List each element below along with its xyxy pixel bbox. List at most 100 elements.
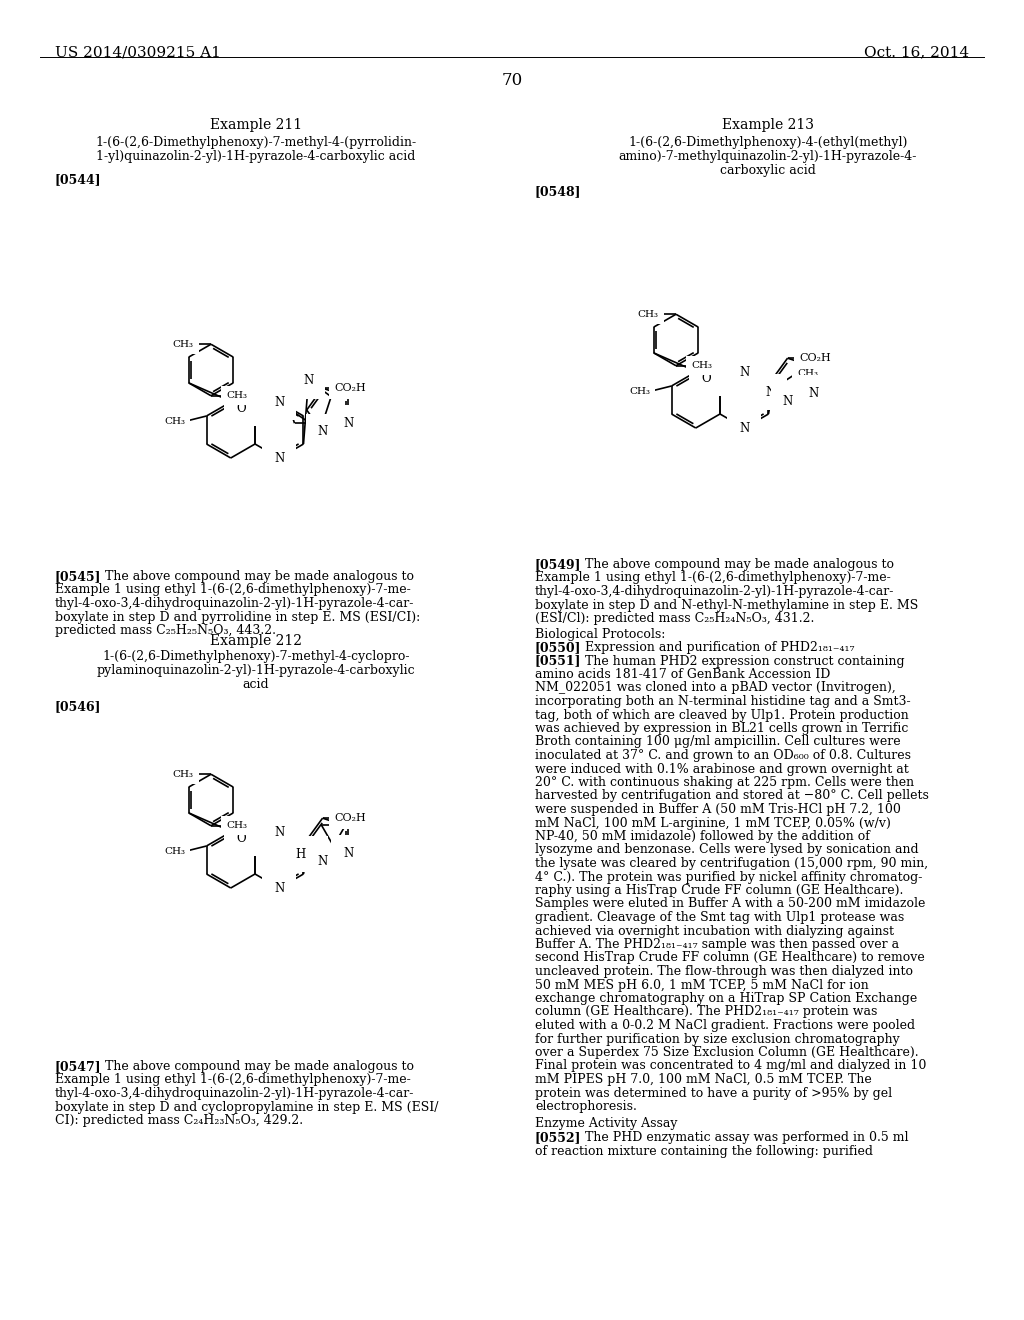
Text: Enzyme Activity Assay: Enzyme Activity Assay bbox=[535, 1118, 678, 1130]
Text: N: N bbox=[343, 417, 353, 430]
Text: Oct. 16, 2014: Oct. 16, 2014 bbox=[864, 45, 969, 59]
Text: mM NaCl, 100 mM L-arginine, 1 mM TCEP, 0.05% (w/v): mM NaCl, 100 mM L-arginine, 1 mM TCEP, 0… bbox=[535, 817, 891, 829]
Text: [0552]: [0552] bbox=[535, 1131, 582, 1144]
Text: The above compound may be made analogous to: The above compound may be made analogous… bbox=[573, 558, 894, 572]
Text: achieved via overnight incubation with dialyzing against: achieved via overnight incubation with d… bbox=[535, 924, 894, 937]
Text: [0549]: [0549] bbox=[535, 558, 582, 572]
Text: mM PIPES pH 7.0, 100 mM NaCl, 0.5 mM TCEP. The: mM PIPES pH 7.0, 100 mM NaCl, 0.5 mM TCE… bbox=[535, 1073, 871, 1086]
Text: N: N bbox=[317, 855, 328, 869]
Text: were suspended in Buffer A (50 mM Tris-HCl pH 7.2, 100: were suspended in Buffer A (50 mM Tris-H… bbox=[535, 803, 901, 816]
Text: N: N bbox=[274, 825, 285, 838]
Text: O: O bbox=[701, 371, 711, 384]
Text: N: N bbox=[274, 451, 285, 465]
Text: US 2014/0309215 A1: US 2014/0309215 A1 bbox=[55, 45, 221, 59]
Text: [0551]: [0551] bbox=[535, 655, 582, 668]
Text: CH₃: CH₃ bbox=[226, 391, 248, 400]
Text: [0548]: [0548] bbox=[535, 185, 582, 198]
Text: N: N bbox=[274, 882, 285, 895]
Text: N: N bbox=[343, 847, 353, 861]
Text: amino)-7-methylquinazolin-2-yl)-1H-pyrazole-4-: amino)-7-methylquinazolin-2-yl)-1H-pyraz… bbox=[618, 150, 918, 162]
Text: the lysate was cleared by centrifugation (15,000 rpm, 90 min,: the lysate was cleared by centrifugation… bbox=[535, 857, 928, 870]
Text: exchange chromatography on a HiTrap SP Cation Exchange: exchange chromatography on a HiTrap SP C… bbox=[535, 993, 918, 1005]
Text: N: N bbox=[274, 396, 285, 408]
Text: CI): predicted mass C₂₄H₂₃N₅O₃, 429.2.: CI): predicted mass C₂₄H₂₃N₅O₃, 429.2. bbox=[55, 1114, 303, 1127]
Text: CH₃: CH₃ bbox=[164, 417, 185, 425]
Text: Biological Protocols:: Biological Protocols: bbox=[535, 628, 666, 642]
Text: Example 1 using ethyl 1-(6-(2,6-dimethylphenoxy)-7-me-: Example 1 using ethyl 1-(6-(2,6-dimethyl… bbox=[535, 572, 891, 585]
Text: Buffer A. The PHD2₁₈₁₋₄₁₇ sample was then passed over a: Buffer A. The PHD2₁₈₁₋₄₁₇ sample was the… bbox=[535, 939, 899, 950]
Text: CO₂H: CO₂H bbox=[335, 383, 367, 393]
Text: CH₃: CH₃ bbox=[164, 846, 185, 855]
Text: predicted mass C₂₅H₂₅N₅O₃, 443.2.: predicted mass C₂₅H₂₅N₅O₃, 443.2. bbox=[55, 624, 276, 638]
Text: The human PHD2 expression construct containing: The human PHD2 expression construct cont… bbox=[573, 655, 904, 668]
Text: N: N bbox=[765, 385, 775, 399]
Text: 70: 70 bbox=[502, 73, 522, 88]
Text: CH₃: CH₃ bbox=[798, 370, 818, 379]
Text: [0544]: [0544] bbox=[55, 173, 101, 186]
Text: 1-(6-(2,6-Dimethylphenoxy)-7-methyl-4-(pyrrolidin-: 1-(6-(2,6-Dimethylphenoxy)-7-methyl-4-(p… bbox=[95, 136, 417, 149]
Text: [0547]: [0547] bbox=[55, 1060, 101, 1073]
Text: CO₂H: CO₂H bbox=[335, 813, 367, 824]
Text: 1-yl)quinazolin-2-yl)-1H-pyrazole-4-carboxylic acid: 1-yl)quinazolin-2-yl)-1H-pyrazole-4-carb… bbox=[96, 150, 416, 162]
Text: The PHD enzymatic assay was performed in 0.5 ml: The PHD enzymatic assay was performed in… bbox=[573, 1131, 908, 1144]
Text: Example 1 using ethyl 1-(6-(2,6-dimethylphenoxy)-7-me-: Example 1 using ethyl 1-(6-(2,6-dimethyl… bbox=[55, 583, 411, 597]
Text: second HisTrap Crude FF column (GE Healthcare) to remove: second HisTrap Crude FF column (GE Healt… bbox=[535, 952, 925, 965]
Text: The above compound may be made analogous to: The above compound may be made analogous… bbox=[93, 570, 414, 583]
Text: [0545]: [0545] bbox=[55, 570, 101, 583]
Text: NM_022051 was cloned into a pBAD vector (Invitrogen),: NM_022051 was cloned into a pBAD vector … bbox=[535, 681, 896, 694]
Text: Final protein was concentrated to 4 mg/ml and dialyzed in 10: Final protein was concentrated to 4 mg/m… bbox=[535, 1060, 927, 1072]
Text: Example 211: Example 211 bbox=[210, 117, 302, 132]
Text: boxylate in step D and pyrrolidine in step E. MS (ESI/CI):: boxylate in step D and pyrrolidine in st… bbox=[55, 610, 420, 623]
Text: amino acids 181-417 of GenBank Accession ID: amino acids 181-417 of GenBank Accession… bbox=[535, 668, 830, 681]
Text: Example 1 using ethyl 1-(6-(2,6-dimethylphenoxy)-7-me-: Example 1 using ethyl 1-(6-(2,6-dimethyl… bbox=[55, 1073, 411, 1086]
Text: Samples were eluted in Buffer A with a 50-200 mM imidazole: Samples were eluted in Buffer A with a 5… bbox=[535, 898, 926, 911]
Text: for further purification by size exclusion chromatography: for further purification by size exclusi… bbox=[535, 1032, 900, 1045]
Text: O: O bbox=[237, 401, 246, 414]
Text: column (GE Healthcare). The PHD2₁₈₁₋₄₁₇ protein was: column (GE Healthcare). The PHD2₁₈₁₋₄₁₇ … bbox=[535, 1006, 878, 1019]
Text: eluted with a 0-0.2 M NaCl gradient. Fractions were pooled: eluted with a 0-0.2 M NaCl gradient. Fra… bbox=[535, 1019, 915, 1032]
Text: 20° C. with continuous shaking at 225 rpm. Cells were then: 20° C. with continuous shaking at 225 rp… bbox=[535, 776, 914, 789]
Text: electrophoresis.: electrophoresis. bbox=[535, 1100, 637, 1113]
Text: acid: acid bbox=[243, 678, 269, 690]
Text: 1-(6-(2,6-Dimethylphenoxy)-4-(ethyl(methyl): 1-(6-(2,6-Dimethylphenoxy)-4-(ethyl(meth… bbox=[629, 136, 907, 149]
Text: N: N bbox=[739, 421, 750, 434]
Text: were induced with 0.1% arabinose and grown overnight at: were induced with 0.1% arabinose and gro… bbox=[535, 763, 908, 776]
Text: N: N bbox=[317, 425, 328, 438]
Text: thyl-4-oxo-3,4-dihydroquinazolin-2-yl)-1H-pyrazole-4-car-: thyl-4-oxo-3,4-dihydroquinazolin-2-yl)-1… bbox=[55, 597, 415, 610]
Text: N: N bbox=[808, 387, 818, 400]
Text: lysozyme and benzonase. Cells were lysed by sonication and: lysozyme and benzonase. Cells were lysed… bbox=[535, 843, 919, 857]
Text: NP-40, 50 mM imidazole) followed by the addition of: NP-40, 50 mM imidazole) followed by the … bbox=[535, 830, 869, 843]
Text: Expression and purification of PHD2₁₈₁₋₄₁₇: Expression and purification of PHD2₁₈₁₋₄… bbox=[573, 642, 854, 653]
Text: CH₃: CH₃ bbox=[172, 770, 194, 779]
Text: incorporating both an N-terminal histidine tag and a Smt3-: incorporating both an N-terminal histidi… bbox=[535, 696, 910, 708]
Text: [0546]: [0546] bbox=[55, 700, 101, 713]
Text: Example 213: Example 213 bbox=[722, 117, 814, 132]
Text: was achieved by expression in BL21 cells grown in Terrific: was achieved by expression in BL21 cells… bbox=[535, 722, 908, 735]
Text: raphy using a HisTrap Crude FF column (GE Healthcare).: raphy using a HisTrap Crude FF column (G… bbox=[535, 884, 903, 898]
Text: boxylate in step D and N-ethyl-N-methylamine in step E. MS: boxylate in step D and N-ethyl-N-methyla… bbox=[535, 598, 919, 611]
Text: 50 mM MES pH 6.0, 1 mM TCEP, 5 mM NaCl for ion: 50 mM MES pH 6.0, 1 mM TCEP, 5 mM NaCl f… bbox=[535, 978, 868, 991]
Text: CH₃: CH₃ bbox=[226, 821, 248, 830]
Text: tag, both of which are cleaved by Ulp1. Protein production: tag, both of which are cleaved by Ulp1. … bbox=[535, 709, 908, 722]
Text: boxylate in step D and cyclopropylamine in step E. MS (ESI/: boxylate in step D and cyclopropylamine … bbox=[55, 1101, 438, 1114]
Text: O: O bbox=[237, 832, 246, 845]
Text: over a Superdex 75 Size Exclusion Column (GE Healthcare).: over a Superdex 75 Size Exclusion Column… bbox=[535, 1045, 919, 1059]
Text: uncleaved protein. The flow-through was then dialyzed into: uncleaved protein. The flow-through was … bbox=[535, 965, 913, 978]
Text: Example 212: Example 212 bbox=[210, 634, 302, 648]
Text: The above compound may be made analogous to: The above compound may be made analogous… bbox=[93, 1060, 414, 1073]
Text: gradient. Cleavage of the Smt tag with Ulp1 protease was: gradient. Cleavage of the Smt tag with U… bbox=[535, 911, 904, 924]
Text: CH₃: CH₃ bbox=[691, 362, 713, 370]
Text: CO₂H: CO₂H bbox=[800, 354, 831, 363]
Text: inoculated at 37° C. and grown to an OD₆₀₀ of 0.8. Cultures: inoculated at 37° C. and grown to an OD₆… bbox=[535, 748, 911, 762]
Text: thyl-4-oxo-3,4-dihydroquinazolin-2-yl)-1H-pyrazole-4-car-: thyl-4-oxo-3,4-dihydroquinazolin-2-yl)-1… bbox=[535, 585, 894, 598]
Text: CH₃: CH₃ bbox=[638, 310, 658, 318]
Text: N: N bbox=[782, 395, 793, 408]
Text: 1-(6-(2,6-Dimethylphenoxy)-7-methyl-4-cyclopro-: 1-(6-(2,6-Dimethylphenoxy)-7-methyl-4-cy… bbox=[102, 649, 410, 663]
Text: [0550]: [0550] bbox=[535, 642, 582, 653]
Text: pylaminoquinazolin-2-yl)-1H-pyrazole-4-carboxylic: pylaminoquinazolin-2-yl)-1H-pyrazole-4-c… bbox=[96, 664, 416, 677]
Text: of reaction mixture containing the following: purified: of reaction mixture containing the follo… bbox=[535, 1144, 873, 1158]
Text: Broth containing 100 μg/ml ampicillin. Cell cultures were: Broth containing 100 μg/ml ampicillin. C… bbox=[535, 735, 901, 748]
Text: harvested by centrifugation and stored at −80° C. Cell pellets: harvested by centrifugation and stored a… bbox=[535, 789, 929, 803]
Text: HN: HN bbox=[295, 847, 315, 861]
Text: carboxylic acid: carboxylic acid bbox=[720, 164, 816, 177]
